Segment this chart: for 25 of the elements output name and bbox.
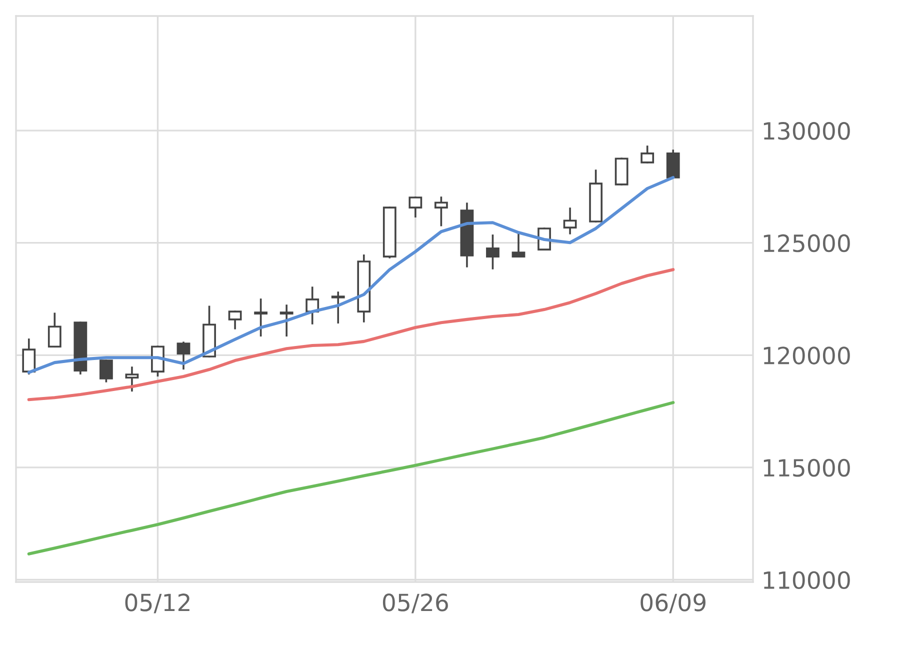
candlestick <box>48 312 62 348</box>
x-tick-label: 06/09 <box>640 594 706 614</box>
candlestick <box>228 310 242 330</box>
y-tick-label: 115000 <box>764 458 850 477</box>
candlestick <box>22 338 36 374</box>
candlestick <box>512 232 526 258</box>
candlestick <box>434 196 448 226</box>
line-series <box>27 401 675 556</box>
y-tick-label: 120000 <box>764 346 850 364</box>
candlestick <box>125 366 139 392</box>
candlestick <box>99 360 113 382</box>
x-tick-label: 05/12 <box>125 594 190 614</box>
candlestick <box>176 342 190 370</box>
line-series <box>27 268 675 402</box>
candlestick <box>331 292 345 324</box>
y-tick-label: 130000 <box>764 122 850 140</box>
y-tick-label: 110000 <box>764 571 850 590</box>
candlestick <box>563 208 577 234</box>
candlestick <box>254 298 268 337</box>
y-tick-label: 125000 <box>764 234 850 252</box>
x-tick-label: 05/26 <box>382 594 448 614</box>
candlestick <box>280 304 294 337</box>
candlestick <box>408 196 422 218</box>
candlestick <box>486 234 500 270</box>
candlestick <box>640 146 654 164</box>
